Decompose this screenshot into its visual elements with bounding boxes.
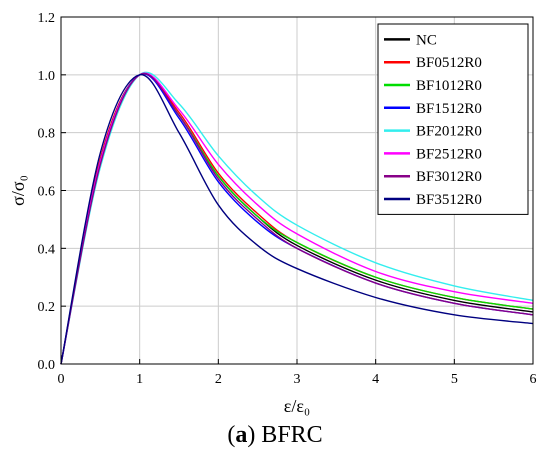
series-line bbox=[60, 72, 534, 365]
legend-label: BF0512R0 bbox=[416, 55, 482, 71]
y-tick-label: 0.6 bbox=[38, 185, 56, 200]
y-tick-label: 0.2 bbox=[38, 300, 56, 315]
series-line bbox=[60, 74, 534, 365]
y-tick-label: 1.0 bbox=[38, 69, 56, 84]
x-tick-label: 2 bbox=[215, 372, 222, 387]
y-tick-label: 0.0 bbox=[38, 358, 56, 373]
y-tick-label: 0.4 bbox=[38, 242, 56, 257]
x-axis-label: ε/ε₀ bbox=[284, 396, 310, 416]
x-tick-label: 4 bbox=[372, 372, 379, 387]
legend-box bbox=[377, 23, 529, 215]
x-tick-label: 6 bbox=[530, 372, 537, 387]
caption-letter: a bbox=[235, 422, 248, 448]
legend-label: BF3012R0 bbox=[416, 169, 482, 185]
x-tick-label: 3 bbox=[294, 372, 301, 387]
y-tick-label: 0.8 bbox=[38, 127, 56, 142]
y-axis-label: σ/σ₀ bbox=[8, 175, 28, 206]
x-tick-label: 1 bbox=[136, 372, 143, 387]
x-axis-ticks: 0 1 2 3 4 5 6 bbox=[58, 359, 537, 387]
x-tick-label: 5 bbox=[451, 372, 458, 387]
legend-label: BF2012R0 bbox=[416, 124, 482, 140]
legend-label: BF3512R0 bbox=[416, 192, 482, 208]
x-tick-label: 0 bbox=[58, 372, 65, 387]
y-tick-label: 1.2 bbox=[38, 11, 56, 26]
legend-label: BF1012R0 bbox=[416, 78, 482, 94]
legend-label: NC bbox=[416, 32, 437, 48]
legend-label: BF2512R0 bbox=[416, 146, 482, 162]
series-line bbox=[60, 72, 534, 365]
y-axis-ticks: 0.0 0.2 0.4 0.6 0.8 1.0 1.2 bbox=[38, 11, 66, 373]
figure-caption: (a) BFRC bbox=[227, 422, 323, 448]
series-lines bbox=[60, 71, 534, 365]
series-line bbox=[60, 71, 534, 365]
legend-label: BF1512R0 bbox=[416, 101, 482, 117]
legend: NC BF0512R0 BF1012R0 BF1512R0 BF2012R0 BF2512… bbox=[377, 23, 529, 215]
